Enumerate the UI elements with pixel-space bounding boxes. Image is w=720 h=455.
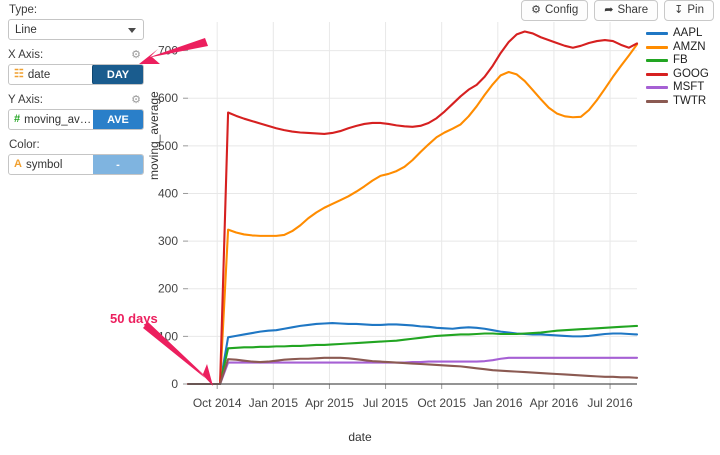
x-axis-aggregate-button[interactable]: DAY xyxy=(92,65,143,84)
config-button[interactable]: ⚙ Config xyxy=(521,0,589,21)
type-label: Type: xyxy=(9,4,38,16)
x-axis-tick-label: Apr 2015 xyxy=(305,396,354,410)
legend-swatch-goog xyxy=(646,72,668,76)
y-axis-tick-label: 0 xyxy=(171,377,178,391)
y-axis-field-name: moving_average xyxy=(24,113,93,126)
legend-label: FB xyxy=(673,54,688,67)
legend-swatch-amzn xyxy=(646,45,668,49)
annotation-arrows xyxy=(139,38,213,386)
y-axis-tick-label: 200 xyxy=(158,282,178,296)
x-axis-header: X Axis: ⚙ xyxy=(8,49,144,62)
color-field-name: symbol xyxy=(25,158,63,171)
color-field-row[interactable]: A symbol - xyxy=(8,154,144,175)
series-line-twtr xyxy=(186,356,639,386)
color-label: Color: xyxy=(9,139,40,151)
legend-item-fb[interactable]: FB xyxy=(646,54,709,68)
legend-item-amzn[interactable]: AMZN xyxy=(646,41,709,55)
x-axis-tick-label: Apr 2016 xyxy=(530,396,579,410)
series-line-goog xyxy=(186,30,639,386)
chart-type-value: Line xyxy=(15,23,37,36)
text-icon: A xyxy=(14,158,22,170)
series-line-aapl xyxy=(186,321,639,386)
number-icon: # xyxy=(14,113,21,125)
x-axis-tick-label: Oct 2014 xyxy=(193,396,242,410)
legend-item-twtr[interactable]: TWTR xyxy=(646,95,709,109)
legend-label: AAPL xyxy=(673,27,703,40)
y-axis-title: moving_average xyxy=(147,91,161,180)
x-axis-tick-labels: Oct 2014 Jan 2015 Apr 2015 Jul 2015 Oct 2015… xyxy=(193,384,633,410)
chart-gridlines xyxy=(188,22,637,384)
y-axis-aggregate-button[interactable]: AVE xyxy=(93,110,143,129)
gear-icon: ⚙ xyxy=(531,4,541,16)
y-axis-label: Y Axis: xyxy=(8,94,43,106)
legend-swatch-aapl xyxy=(646,32,668,36)
chart-type-select[interactable]: Line xyxy=(8,19,144,40)
calendar-icon: ☷ xyxy=(14,68,24,80)
pin-button-label: Pin xyxy=(687,3,704,16)
legend-swatch-fb xyxy=(646,59,668,63)
x-axis-label: X Axis: xyxy=(8,49,44,61)
legend-label: AMZN xyxy=(673,40,706,53)
series-line-fb xyxy=(186,324,639,386)
y-axis-tick-label: 300 xyxy=(158,234,178,248)
y-axis-header: Y Axis: ⚙ xyxy=(8,94,144,107)
legend-label: GOOG xyxy=(673,67,709,80)
x-axis-tick-label: Jul 2015 xyxy=(363,396,409,410)
fifty-days-callout: 50 days xyxy=(110,311,158,326)
legend-swatch-msft xyxy=(646,86,668,90)
pin-icon: ↧ xyxy=(674,4,684,16)
legend-item-aapl[interactable]: AAPL xyxy=(646,27,709,41)
series-line-amzn xyxy=(186,43,639,386)
color-field[interactable]: A symbol xyxy=(9,155,93,174)
day-grain-arrow-icon xyxy=(139,38,208,64)
share-button-label: Share xyxy=(617,3,649,16)
y-axis-field-row[interactable]: # moving_average AVE xyxy=(8,109,144,130)
x-axis-field[interactable]: ☷ date xyxy=(9,65,92,84)
y-axis-tick-label: 600 xyxy=(158,91,178,105)
y-axis-tick-label: 500 xyxy=(158,139,178,153)
legend-item-msft[interactable]: MSFT xyxy=(646,81,709,95)
x-axis-field-row[interactable]: ☷ date DAY xyxy=(8,64,144,85)
x-axis-tick-label: Jan 2016 xyxy=(473,396,523,410)
legend-label: MSFT xyxy=(673,81,705,94)
pin-button[interactable]: ↧ Pin xyxy=(664,0,714,21)
top-toolbar: ⚙ Config ➦ Share ↧ Pin xyxy=(521,0,714,21)
config-button-label: Config xyxy=(545,3,579,16)
x-axis-tick-label: Jan 2015 xyxy=(249,396,299,410)
fifty-days-arrow-icon xyxy=(143,322,213,386)
y-axis-tick-label: 400 xyxy=(158,186,178,200)
x-axis-gear-icon[interactable]: ⚙ xyxy=(131,49,141,61)
color-aggregate-button[interactable]: - xyxy=(93,155,143,174)
chevron-down-icon xyxy=(128,27,136,33)
y-axis-field[interactable]: # moving_average xyxy=(9,110,93,129)
legend-swatch-twtr xyxy=(646,99,668,103)
legend-item-goog[interactable]: GOOG xyxy=(646,68,709,82)
chart-legend: AAPL AMZN FB GOOG MSFT TWTR xyxy=(646,27,709,108)
x-axis-field-name: date xyxy=(27,68,51,81)
share-arrow-icon: ➦ xyxy=(604,4,614,16)
chart-series-lines xyxy=(186,30,639,386)
chart-controls-panel: Type: Line X Axis: ⚙ ☷ date DAY Y Axis: … xyxy=(8,4,144,184)
share-button[interactable]: ➦ Share xyxy=(594,0,659,21)
legend-label: TWTR xyxy=(673,94,707,107)
x-axis-title: date xyxy=(348,430,372,444)
x-axis-tick-label: Jul 2016 xyxy=(587,396,633,410)
x-axis-tick-label: Oct 2015 xyxy=(417,396,466,410)
y-axis-gear-icon[interactable]: ⚙ xyxy=(131,94,141,106)
